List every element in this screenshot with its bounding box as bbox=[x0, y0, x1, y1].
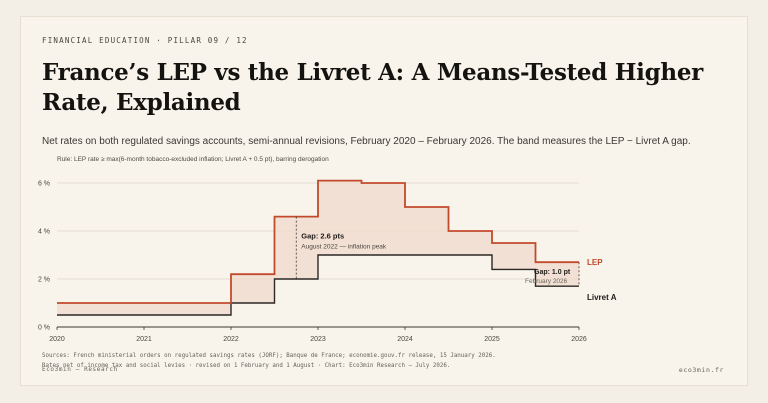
page-title: France’s LEP vs the Livret A: A Means-Te… bbox=[42, 59, 703, 116]
lep-line bbox=[57, 179, 579, 304]
gap-label-2026: Gap: 1.0 pt bbox=[534, 269, 571, 276]
y-tick-label: 2 % bbox=[38, 277, 50, 284]
x-tick-label: 2022 bbox=[223, 336, 239, 343]
gap-sublabel-2022: August 2022 — inflation peak bbox=[301, 244, 387, 251]
livret-a-line bbox=[57, 254, 579, 316]
x-tick-label: 2020 bbox=[49, 336, 65, 343]
x-tick-label: 2026 bbox=[571, 336, 587, 343]
footer-site: eco3min.fr bbox=[678, 366, 724, 374]
y-tick-label: 0 % bbox=[38, 325, 50, 332]
y-tick-label: 6 % bbox=[38, 181, 50, 188]
gap-sublabel-2026: February 2026 bbox=[525, 278, 568, 285]
notes-line: Rates net of income tax and social levie… bbox=[42, 362, 451, 369]
x-tick-label: 2021 bbox=[136, 336, 152, 343]
x-tick-label: 2025 bbox=[484, 336, 500, 343]
gap-label-2022: Gap: 2.6 pts bbox=[301, 232, 344, 241]
y-tick-label: 4 % bbox=[38, 229, 50, 236]
sources-line: Sources: French ministerial orders on re… bbox=[42, 353, 496, 359]
livret-a-end-label: Livret A bbox=[587, 293, 617, 302]
footer-sources: Sources: French ministerial orders on re… bbox=[42, 352, 496, 371]
eyebrow: FINANCIAL EDUCATION · PILLAR 09 / 12 bbox=[42, 36, 248, 45]
lep-end-label: LEP bbox=[587, 258, 603, 267]
footer-brand: Eco3min — Research bbox=[42, 366, 118, 373]
chart-subtitle: Net rates on both regulated savings acco… bbox=[42, 136, 691, 147]
x-tick-label: 2024 bbox=[397, 336, 413, 343]
rule-note: Rule: LEP rate ≥ max(6-month tobacco-exc… bbox=[57, 156, 329, 163]
x-tick-label: 2023 bbox=[310, 336, 326, 343]
